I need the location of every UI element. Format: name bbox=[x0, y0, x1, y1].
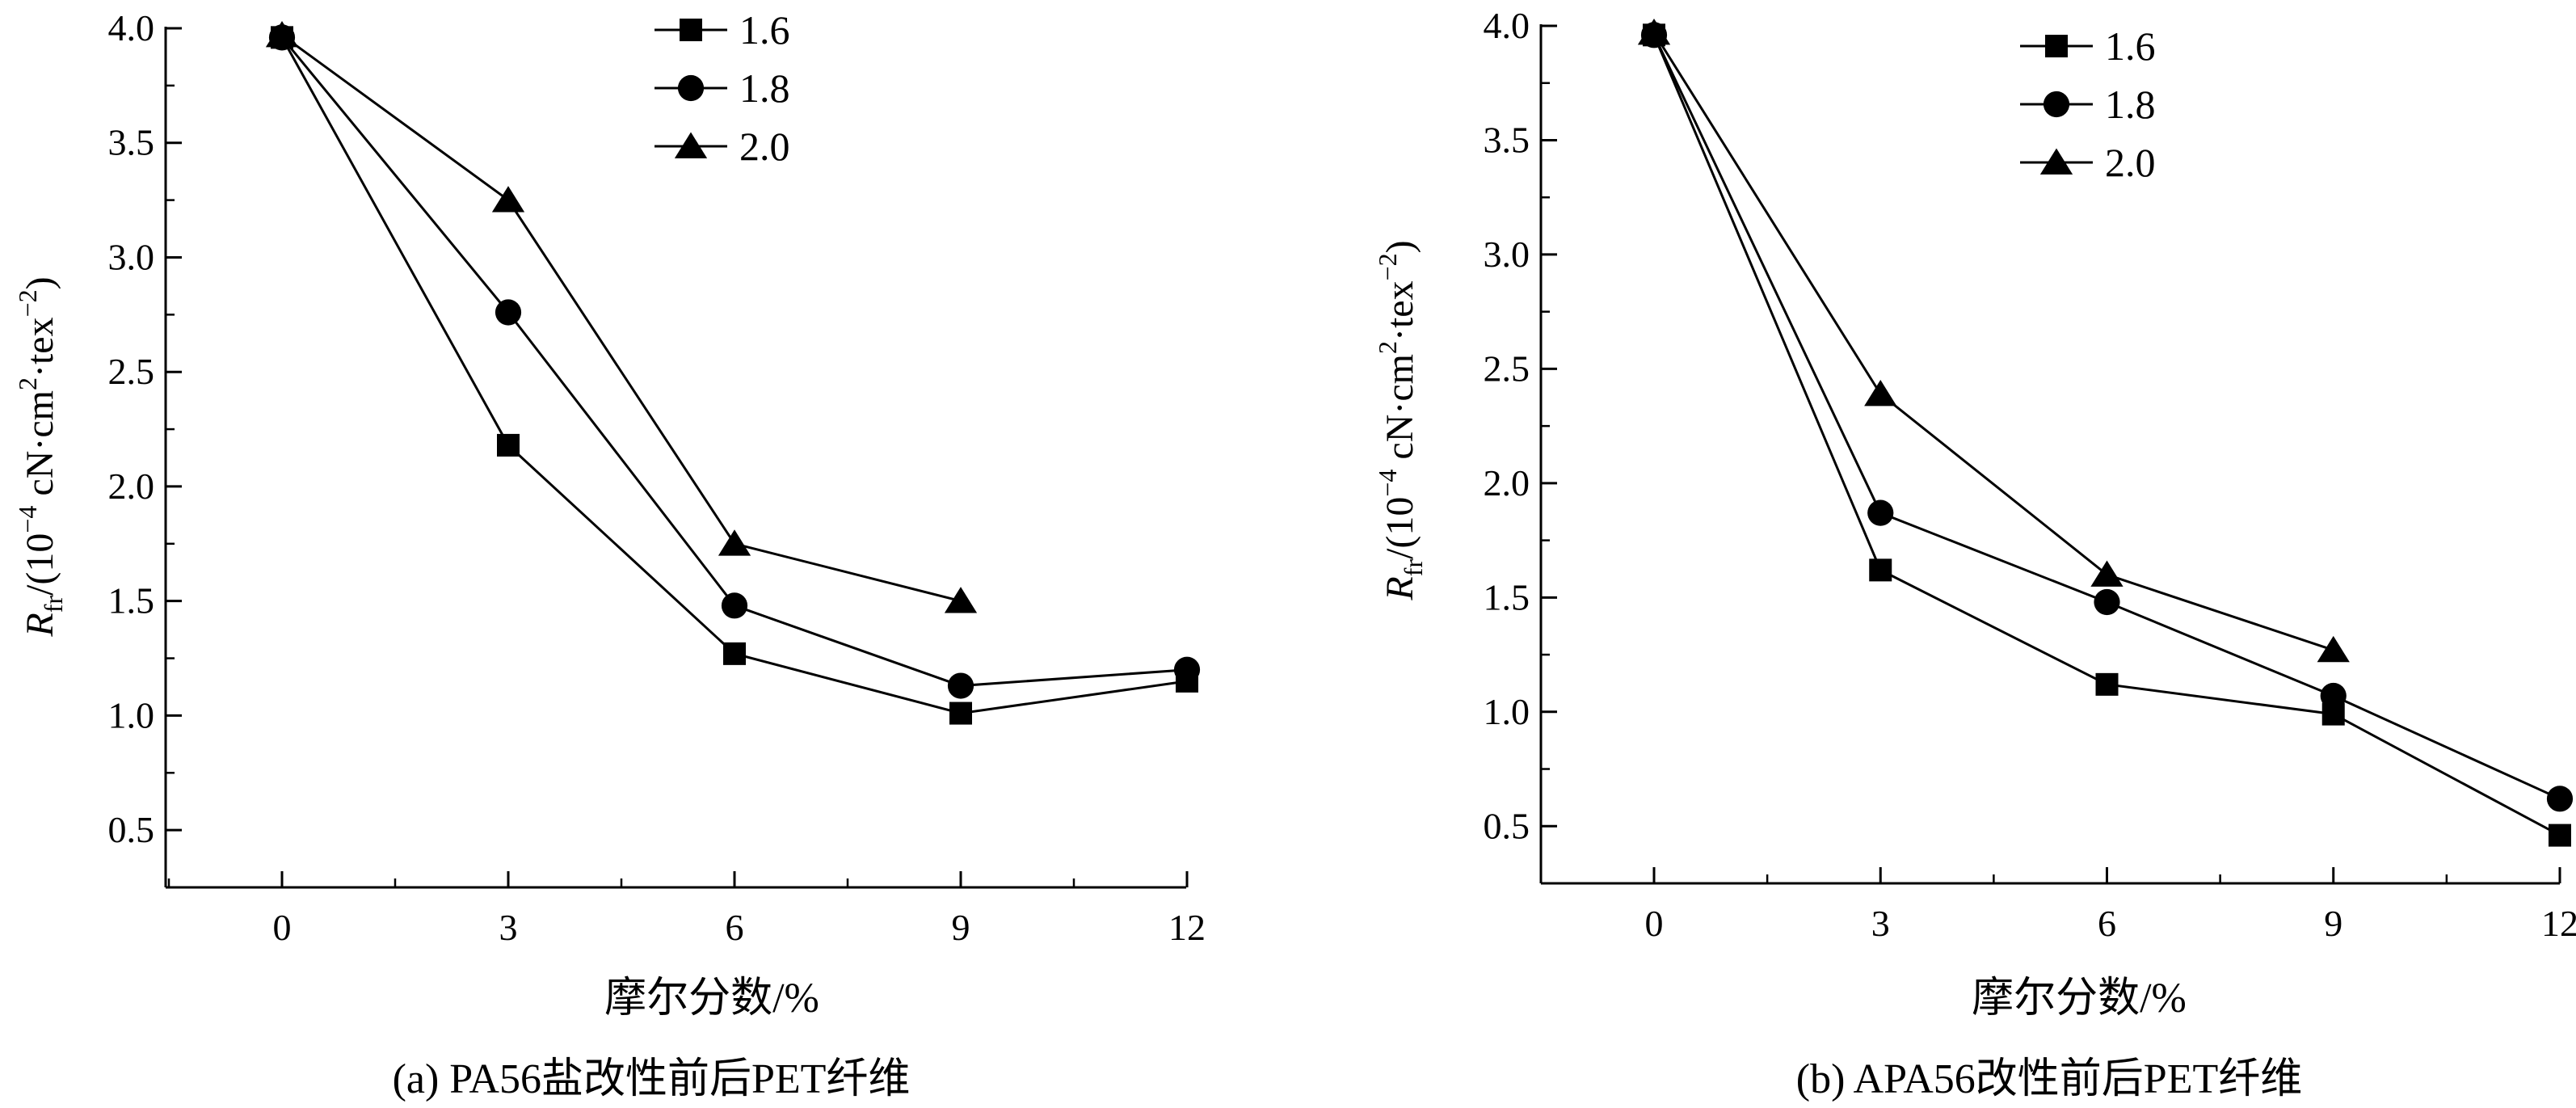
legend-marker-2.0 bbox=[2039, 148, 2073, 175]
data-point-2.0 bbox=[265, 21, 299, 48]
data-point-2.0 bbox=[2317, 635, 2350, 663]
legend-label-2.0: 2.0 bbox=[739, 124, 790, 169]
series-line-2.0 bbox=[281, 34, 962, 603]
x-tick-label: 0 bbox=[1645, 903, 1664, 944]
legend-label-1.6: 1.6 bbox=[739, 7, 790, 53]
legend-marker-1.8 bbox=[2043, 91, 2070, 118]
legend-marker-2.0 bbox=[674, 132, 708, 158]
legend-label-2.0: 2.0 bbox=[2105, 140, 2156, 185]
y-tick-label: 4.0 bbox=[1484, 5, 1530, 46]
series-line-2.0 bbox=[1652, 32, 2334, 651]
legend-label-1.8: 1.8 bbox=[2105, 82, 2156, 127]
data-point-1.8 bbox=[1173, 656, 1201, 683]
x-tick-label: 9 bbox=[2324, 903, 2342, 944]
y-axis-label-a: Rfr/(10−4 cN·cm2·tex−2) bbox=[13, 276, 68, 637]
series-a bbox=[265, 21, 1201, 725]
y-tick-label: 1.0 bbox=[108, 694, 155, 735]
data-point-2.0 bbox=[1864, 380, 1897, 407]
data-point-1.8 bbox=[1867, 499, 1894, 526]
x-tick-label: 12 bbox=[2541, 903, 2576, 944]
x-tick-label: 3 bbox=[499, 907, 518, 948]
y-tick-label: 2.5 bbox=[108, 351, 155, 392]
y-tick-label: 2.0 bbox=[1484, 462, 1530, 503]
axes-b: 0.5 1.0 1.5 2.0 2.5 3.0 3.5 4.0 0 3 6 9 12 bbox=[1484, 5, 2576, 944]
y-tick-label: 4.0 bbox=[108, 7, 155, 48]
y-tick-label: 3.5 bbox=[108, 122, 155, 163]
x-tick-label: 3 bbox=[1871, 903, 1890, 944]
legend-label-1.8: 1.8 bbox=[739, 65, 790, 111]
legend-a: 1.6 1.8 2.0 bbox=[655, 7, 790, 169]
data-point-2.0 bbox=[2090, 560, 2124, 587]
data-point-1.8 bbox=[495, 299, 522, 326]
axes-a: 0.5 1.0 1.5 2.0 2.5 3.0 3.5 4.0 0 3 6 9 12 bbox=[108, 7, 1206, 948]
x-axis-label-b: 摩尔分数/% bbox=[1972, 975, 2187, 1022]
y-tick-label: 3.5 bbox=[1484, 119, 1530, 160]
x-tick-label: 6 bbox=[2098, 903, 2116, 944]
data-point-1.6 bbox=[2095, 672, 2119, 696]
legend-b: 1.6 1.8 2.0 bbox=[2020, 23, 2156, 185]
y-tick-label: 3.0 bbox=[1484, 234, 1530, 275]
x-axis-label-a: 摩尔分数/% bbox=[604, 975, 819, 1022]
y-tick-label: 1.5 bbox=[1484, 576, 1530, 617]
data-point-1.8 bbox=[2546, 786, 2574, 812]
series-b bbox=[1637, 18, 2574, 847]
y-tick-label: 1.5 bbox=[108, 580, 155, 621]
data-point-1.6 bbox=[497, 433, 520, 457]
data-point-1.6 bbox=[2549, 824, 2571, 847]
data-point-2.0 bbox=[944, 587, 978, 613]
data-point-2.0 bbox=[718, 529, 751, 556]
y-tick-label: 0.5 bbox=[108, 809, 155, 850]
y-tick-label: 2.0 bbox=[108, 466, 155, 507]
data-point-1.6 bbox=[723, 642, 746, 665]
data-point-1.8 bbox=[721, 592, 748, 619]
data-point-1.8 bbox=[2320, 682, 2347, 710]
chart-panel-b: 0.5 1.0 1.5 2.0 2.5 3.0 3.5 4.0 0 3 6 9 12 1.6 1.8 2.0… bbox=[1373, 5, 2576, 1102]
x-tick-label: 9 bbox=[952, 907, 970, 948]
legend-label-1.6: 1.6 bbox=[2105, 23, 2156, 69]
y-axis-label-b: Rfr/(10−4 cN·cm2·tex−2) bbox=[1373, 240, 1428, 600]
y-tick-label: 3.0 bbox=[108, 236, 155, 277]
data-point-1.8 bbox=[2094, 588, 2120, 616]
legend-marker-1.6 bbox=[2045, 35, 2068, 57]
data-point-1.6 bbox=[1869, 558, 1892, 582]
data-point-2.0 bbox=[1637, 18, 1671, 45]
x-tick-label: 0 bbox=[273, 907, 292, 948]
caption-a: (a) PA56盐改性前后PET纤维 bbox=[393, 1056, 911, 1102]
data-point-1.6 bbox=[949, 701, 972, 725]
caption-b: (b) APA56改性前后PET纤维 bbox=[1796, 1056, 2302, 1102]
y-tick-label: 2.5 bbox=[1484, 348, 1530, 389]
x-tick-label: 6 bbox=[726, 907, 744, 948]
legend-marker-1.6 bbox=[680, 19, 702, 41]
y-tick-label: 0.5 bbox=[1484, 805, 1530, 846]
data-point-2.0 bbox=[491, 186, 525, 213]
legend-marker-1.8 bbox=[677, 74, 705, 102]
chart-panel-a: 0.5 1.0 1.5 2.0 2.5 3.0 3.5 4.0 0 3 6 9 12 1.6 1.8 2.0… bbox=[13, 7, 1206, 1102]
x-tick-label: 12 bbox=[1168, 907, 1206, 948]
data-point-1.8 bbox=[947, 672, 974, 699]
y-tick-label: 1.0 bbox=[1484, 691, 1530, 732]
